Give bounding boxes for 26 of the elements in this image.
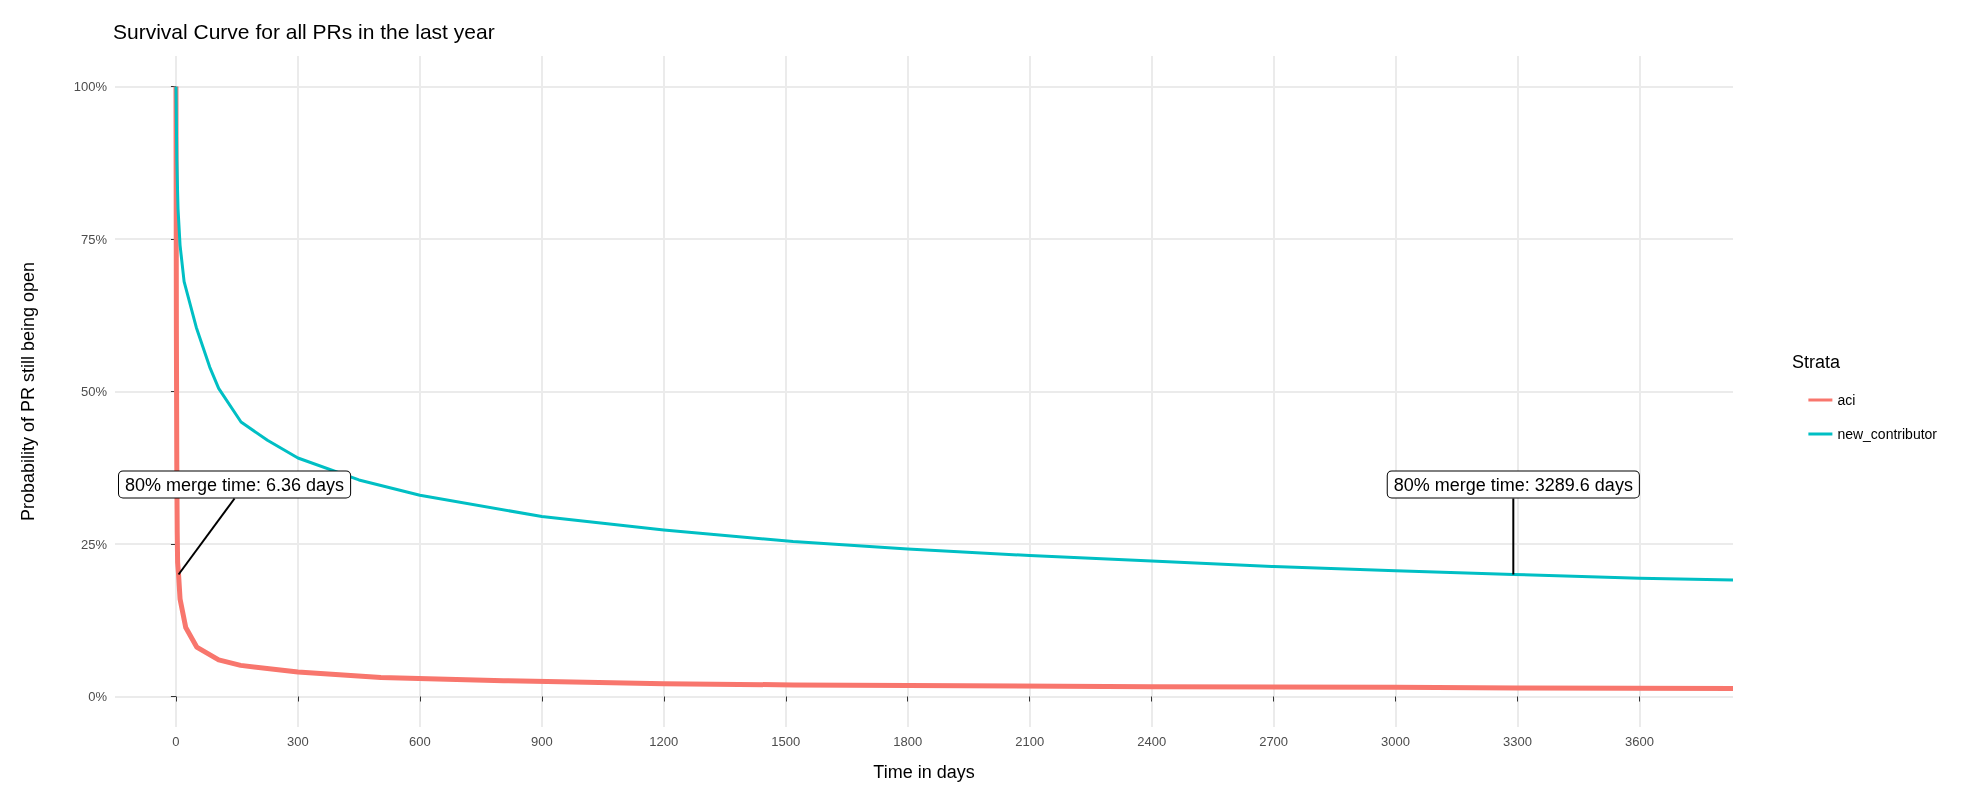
x-tick-label: 3300 [1503,734,1532,749]
x-axis-title: Time in days [873,762,975,782]
x-tick-label: 3600 [1625,734,1654,749]
x-tick-label: 1800 [893,734,923,749]
y-tick-label: 50% [80,384,108,399]
y-tick-label: 25% [80,536,108,552]
x-tick-label: 2700 [1259,734,1289,749]
x-tick-label: 2100 [1015,734,1045,749]
x-tick-label: 1200 [649,734,679,749]
legend-label: aci [1837,392,1856,408]
x-tick-label: 1500 [771,734,801,749]
x-tick-label: 600 [409,734,431,749]
legend-label: new_contributor [1837,426,1938,442]
x-tick-label: 2400 [1137,734,1167,749]
annotation: 80% merge time: 6.36 days [124,474,345,495]
legend-title: Strata [1791,352,1841,372]
x-tick-label: 900 [531,734,553,749]
y-axis-title: Probability of PR still being open [18,261,38,522]
y-tick-label: 75% [80,231,108,247]
chart-title: Survival Curve for all PRs in the last year [113,20,495,43]
x-tick-label: 0 [172,734,180,749]
annotation: 80% merge time: 3289.6 days [1393,474,1633,495]
y-tick-label: 100% [73,79,108,94]
x-tick-label: 300 [287,734,309,749]
x-tick-label: 3000 [1381,734,1411,749]
y-tick-label: 0% [88,689,108,704]
